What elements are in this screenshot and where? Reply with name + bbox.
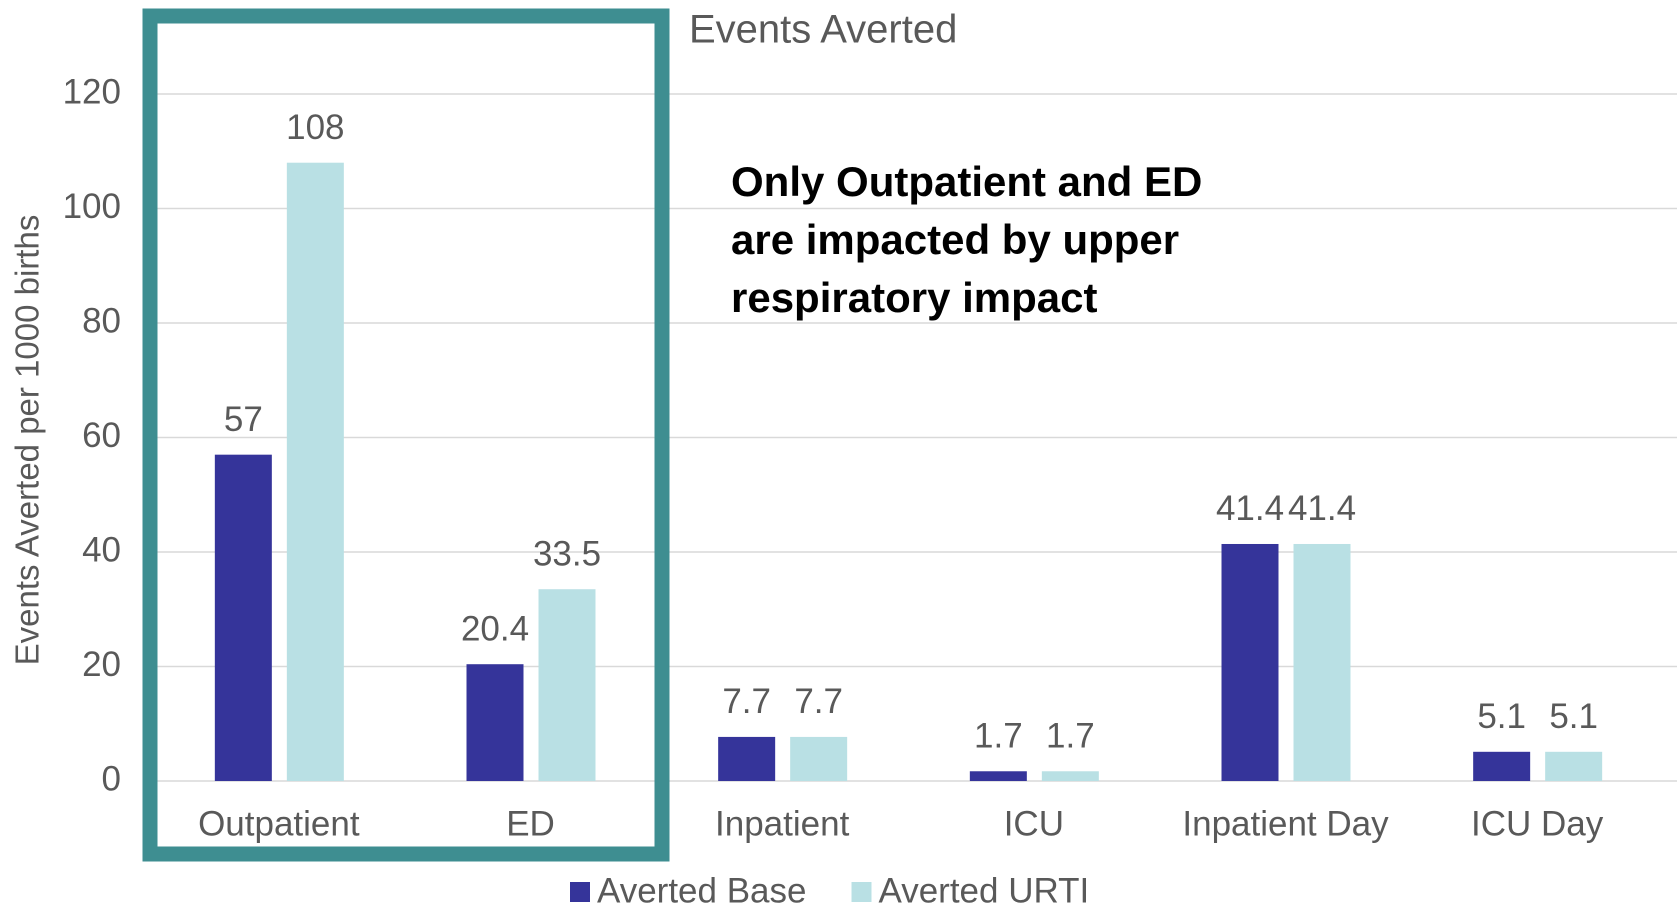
- annotation-line: respiratory impact: [731, 274, 1097, 321]
- data-label: 5.1: [1477, 697, 1526, 736]
- bar: [214, 454, 272, 781]
- highlight-box: [142, 8, 670, 862]
- y-axis-label: Events Averted per 1000 births: [9, 215, 46, 666]
- chart-title: Events Averted: [689, 8, 957, 52]
- bar: [1041, 771, 1099, 781]
- y-tick-label: 120: [63, 72, 121, 111]
- bar: [286, 162, 344, 781]
- annotation: Only Outpatient and ED are impacted by up…: [731, 158, 1202, 321]
- y-tick-label: 20: [82, 645, 121, 684]
- data-label: 108: [286, 108, 344, 147]
- bar: [969, 771, 1027, 781]
- x-tick-label: Inpatient Day: [1182, 804, 1389, 843]
- y-tick-label: 100: [63, 187, 121, 226]
- data-label: 7.7: [794, 682, 843, 721]
- legend-swatch: [570, 882, 590, 902]
- legend-label: Averted URTI: [879, 871, 1090, 909]
- x-tick-label: ICU: [1004, 804, 1064, 843]
- data-label: 1.7: [1046, 717, 1095, 756]
- y-tick-label: 40: [82, 530, 121, 569]
- data-label: 7.7: [722, 682, 771, 721]
- data-label: 41.4: [1216, 489, 1284, 528]
- annotation-line: are impacted by upper: [731, 216, 1179, 263]
- bar: [1221, 543, 1279, 781]
- data-label: 41.4: [1288, 489, 1356, 528]
- annotation-line: Only Outpatient and ED: [731, 158, 1202, 205]
- bar: [1473, 751, 1531, 781]
- data-label: 1.7: [974, 717, 1023, 756]
- bar: [466, 664, 524, 781]
- x-tick-label: Outpatient: [198, 804, 360, 843]
- x-tick-label: Inpatient: [715, 804, 850, 843]
- legend-label: Averted Base: [597, 871, 807, 909]
- bar: [1293, 543, 1351, 781]
- plot: 0 20 40 60 80 100 120 Outpatient 57 108 ED 20.433.5…: [63, 72, 1677, 843]
- data-label: 33.5: [533, 534, 601, 573]
- data-label: 5.1: [1549, 697, 1598, 736]
- y-tick-label: 0: [102, 759, 121, 798]
- legend-swatch: [851, 882, 872, 902]
- bar: [1545, 751, 1603, 781]
- x-tick-label: ED: [506, 804, 555, 843]
- bar: [718, 736, 776, 781]
- bar: [790, 736, 848, 781]
- data-label: 57: [224, 400, 263, 439]
- y-tick-label: 60: [82, 416, 121, 455]
- y-tick-label: 80: [82, 301, 121, 340]
- data-label: 20.4: [461, 609, 529, 648]
- bar: [538, 589, 596, 781]
- x-tick-label: ICU Day: [1471, 804, 1604, 843]
